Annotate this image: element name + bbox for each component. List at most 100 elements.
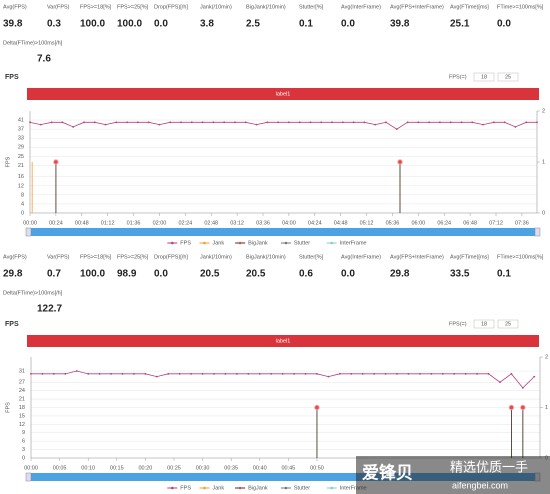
scroll-handle[interactable] (25, 227, 32, 237)
fps-point (50, 121, 53, 124)
fps-point (224, 372, 227, 375)
stat-value: 0.0 (341, 269, 355, 280)
fps-point (533, 375, 536, 378)
stat-value: 25.1 (450, 19, 470, 30)
fps-point (266, 121, 269, 124)
stat-value: 0.3 (47, 19, 61, 30)
fps-point (115, 121, 118, 124)
x-tick-label: 02:00 (153, 220, 167, 226)
x-tick-label: 03:36 (256, 220, 270, 226)
y2-tick-label: 2 (545, 354, 548, 360)
fps-point (136, 121, 139, 124)
legend-label[interactable]: BigJank (248, 240, 268, 246)
stat-value: 100.0 (80, 269, 105, 280)
stat-value: 29.8 (3, 269, 23, 280)
fps-point (309, 121, 312, 124)
fps-point (281, 372, 284, 375)
legend-dot (203, 241, 206, 245)
legend-dot (171, 241, 174, 245)
fps-point (293, 372, 295, 375)
x-tick-label: 00:05 (53, 465, 67, 471)
stat-label: Avg(FPS) (3, 254, 27, 260)
scroll-handle[interactable] (534, 227, 541, 237)
stat-value: 0.0 (497, 19, 511, 30)
y-tick-label: 8 (21, 192, 24, 198)
legend-label[interactable]: Jank (213, 240, 225, 246)
fps-point (39, 123, 42, 126)
x-tick-label: 02:24 (178, 220, 192, 226)
x-tick-label: 04:00 (282, 220, 296, 226)
legend-label[interactable]: Jank (213, 485, 225, 491)
fps-point (453, 372, 456, 375)
delta-value: 122.7 (37, 304, 62, 315)
y-tick-label: 16 (18, 174, 24, 180)
stat-label: Avg(InterFrame) (341, 254, 381, 260)
fps-point (363, 121, 366, 124)
fps-point (169, 121, 172, 124)
fps-point (492, 121, 495, 124)
legend-label[interactable]: BigJank (248, 485, 268, 491)
threshold-value: 18 (481, 74, 487, 80)
stat-value: 100.0 (117, 19, 142, 30)
threshold-input[interactable] (473, 319, 495, 329)
legend-dot (330, 241, 334, 245)
stat-value: 20.5 (246, 269, 266, 280)
legend-dot (284, 486, 288, 490)
legend-label[interactable]: InterFrame (340, 240, 367, 246)
fps-point (510, 372, 513, 375)
fps-point (430, 372, 433, 375)
stat-value: 0.0 (341, 19, 355, 30)
scroll-handle[interactable] (25, 472, 32, 482)
x-tick-label: 03:12 (230, 220, 244, 226)
stat-label: BigJank(/10min) (246, 254, 286, 260)
y2-tick-label: 0 (542, 210, 545, 216)
x-tick-label: 01:36 (127, 220, 141, 226)
fps-point (521, 386, 524, 389)
fps-point (384, 372, 387, 375)
threshold-input[interactable] (497, 319, 519, 329)
fps-point (385, 121, 387, 124)
legend-label[interactable]: FPS (180, 240, 191, 246)
legend-label[interactable]: InterFrame (340, 485, 367, 491)
stat-label: Stutter[%] (299, 4, 324, 10)
stat-label: Drop(FPS)[/h] (154, 254, 188, 260)
fps-point (287, 121, 290, 124)
fps-point (471, 121, 474, 124)
fps-point (499, 381, 501, 384)
x-tick-label: 05:12 (360, 220, 374, 226)
stat-label: FPS>=25[%] (117, 254, 149, 260)
fps-point (525, 121, 528, 124)
fps-point (155, 375, 158, 378)
fps-point (180, 121, 182, 124)
fps-point (98, 372, 101, 375)
fps-point (464, 372, 467, 375)
fps-point (258, 372, 261, 375)
y-tick-label: 4 (21, 201, 24, 207)
threshold-input[interactable] (473, 72, 495, 82)
x-tick-label: 00:25 (167, 465, 181, 471)
x-tick-label: 04:48 (334, 220, 348, 226)
fps-point (144, 372, 147, 375)
y-tick-label: 33 (18, 136, 24, 142)
y2-tick-label: 1 (545, 405, 548, 411)
fps-point (374, 123, 377, 126)
legend-label[interactable]: Stutter (294, 240, 310, 246)
fps-point (75, 370, 78, 372)
y-axis-label: FPS (5, 156, 11, 167)
delta-label: Delta(FTime)>100ms[/h] (3, 40, 63, 46)
fps-point (52, 372, 55, 375)
stat-label: Avg(FPS+InterFrame) (390, 254, 444, 260)
fps-point (316, 372, 318, 375)
delta-value: 7.6 (37, 54, 51, 65)
y-axis-label: FPS (5, 402, 11, 413)
threshold-input[interactable] (497, 72, 519, 82)
band-label: label1 (276, 338, 291, 344)
stat-value: 0.0 (154, 269, 168, 280)
fps-point (352, 121, 355, 124)
legend-label[interactable]: FPS (180, 485, 191, 491)
fps-point (460, 121, 463, 124)
legend-label[interactable]: Stutter (294, 485, 310, 491)
x-tick-label: 02:48 (204, 220, 218, 226)
fps-point (201, 121, 204, 124)
